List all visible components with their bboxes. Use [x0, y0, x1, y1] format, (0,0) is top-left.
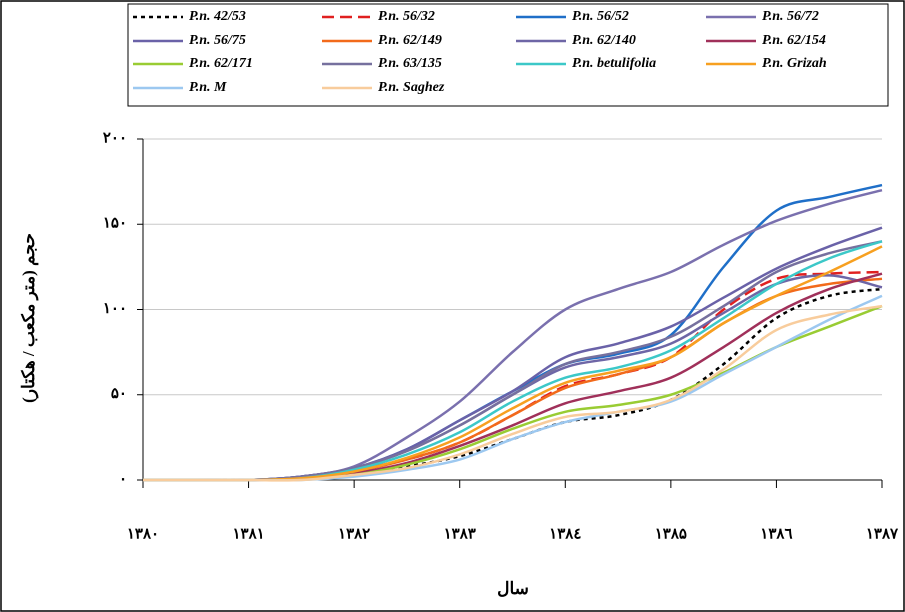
- y-axis-title: حجم (متر مكعب / هكتار): [19, 233, 39, 403]
- y-tick-label: ۱۵۰: [103, 216, 127, 232]
- legend-label: P.n. 63/135: [378, 56, 442, 71]
- x-tick-label: ۱۳۸۰: [127, 526, 159, 542]
- legend-label: P.n. Grizah: [762, 56, 827, 71]
- series-line: [143, 304, 883, 482]
- x-tick-label: ۱۳۸۳: [444, 526, 476, 542]
- y-tick-label: ۵٠: [111, 386, 127, 402]
- x-tick-label: ۱۳۸٤: [549, 526, 581, 542]
- y-tick-label: ۲۰۰: [103, 130, 127, 146]
- legend-label: P.n. 56/75: [189, 33, 246, 48]
- x-axis-title: سال: [497, 579, 529, 598]
- y-tick-label: ۱۰۰: [103, 301, 127, 317]
- legend-label: P.n. 56/32: [378, 9, 435, 24]
- legend-label: P.n. 62/140: [572, 33, 636, 48]
- x-tick-label: ۱۳۸٦: [760, 526, 792, 542]
- legend-label: P.n. betulifolia: [572, 56, 656, 71]
- legend-label: P.n. 62/154: [762, 33, 826, 48]
- x-tick-label: ۱۳۸۱: [232, 526, 264, 542]
- x-tick-label: ۱۳۸۵: [655, 526, 687, 542]
- legend-box: [127, 3, 889, 107]
- legend-label: P.n. 56/72: [762, 9, 819, 24]
- legend-label: P.n. 62/149: [378, 33, 442, 48]
- y-tick-label: ٠: [119, 471, 127, 487]
- legend-label: P.n. 56/52: [572, 9, 629, 24]
- x-tick-label: ۱۳۸۲: [338, 526, 370, 542]
- legend-label: P.n. M: [189, 80, 227, 95]
- x-tick-label: ۱۳۸۷: [866, 526, 899, 542]
- legend-label: P.n. 42/53: [189, 9, 246, 24]
- legend-label: P.n. Saghez: [378, 80, 445, 95]
- legend-label: P.n. 62/171: [189, 56, 253, 71]
